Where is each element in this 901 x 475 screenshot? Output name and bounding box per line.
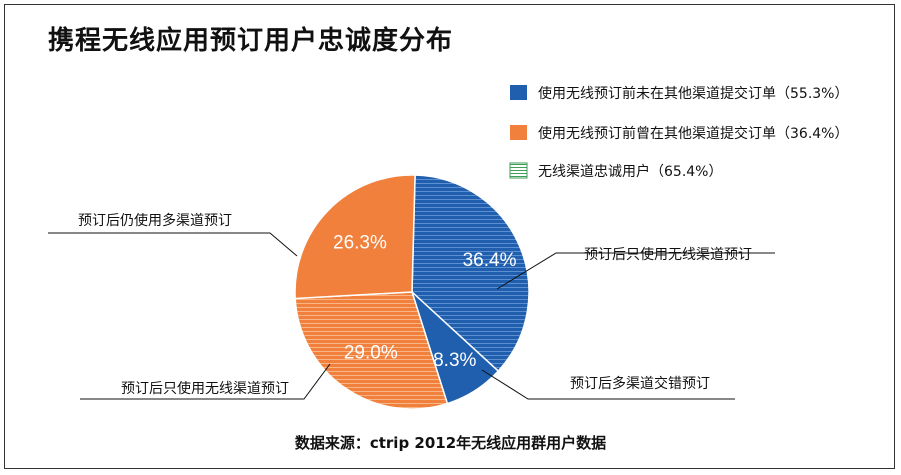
pie-slice-3	[294, 174, 416, 300]
pie-annotations: 预订后只使用无线渠道预订预订后多渠道交错预订预订后只使用无线渠道预订预订后仍使用…	[48, 212, 775, 400]
legend-label-1: 使用无线预订前曾在其他渠道提交订单（36.4%）	[538, 125, 848, 142]
annotation-line-3	[48, 232, 298, 257]
pie-slices	[294, 174, 530, 410]
slice-label-3: 26.3%	[333, 232, 387, 253]
data-source-note: 数据来源：ctrip 2012年无线应用群用户数据	[294, 434, 607, 452]
legend: 使用无线预订前未在其他渠道提交订单（55.3%） 使用无线预订前曾在其他渠道提交订…	[509, 85, 848, 180]
legend-label-2: 无线渠道忠诚用户（65.4%）	[538, 163, 722, 180]
legend-label-0: 使用无线预订前未在其他渠道提交订单（55.3%）	[538, 85, 848, 102]
slice-label-0: 36.4%	[463, 250, 517, 271]
annotation-text-3: 预订后仍使用多渠道预订	[78, 212, 232, 229]
annotation-text-2: 预订后只使用无线渠道预订	[121, 380, 289, 397]
annotation-text-1: 预订后多渠道交错预订	[570, 375, 710, 392]
annotation-line-1	[481, 369, 735, 400]
annotation-line-2	[80, 363, 331, 400]
legend-swatch-0	[510, 85, 527, 100]
pie-labels: 36.4% 8.3% 29.0% 26.3%	[333, 232, 517, 371]
pie-slice-0	[411, 174, 530, 373]
annotation-line-0	[496, 252, 775, 290]
chart-title: 携程无线应用预订用户忠诚度分布	[48, 26, 454, 56]
annotation-text-0: 预订后只使用无线渠道预订	[584, 246, 752, 263]
slice-label-2: 29.0%	[344, 343, 398, 364]
pie-slice-2	[294, 291, 449, 410]
legend-swatch-2	[509, 162, 528, 179]
legend-swatch-1	[510, 125, 527, 140]
slice-label-1: 8.3%	[433, 350, 476, 371]
